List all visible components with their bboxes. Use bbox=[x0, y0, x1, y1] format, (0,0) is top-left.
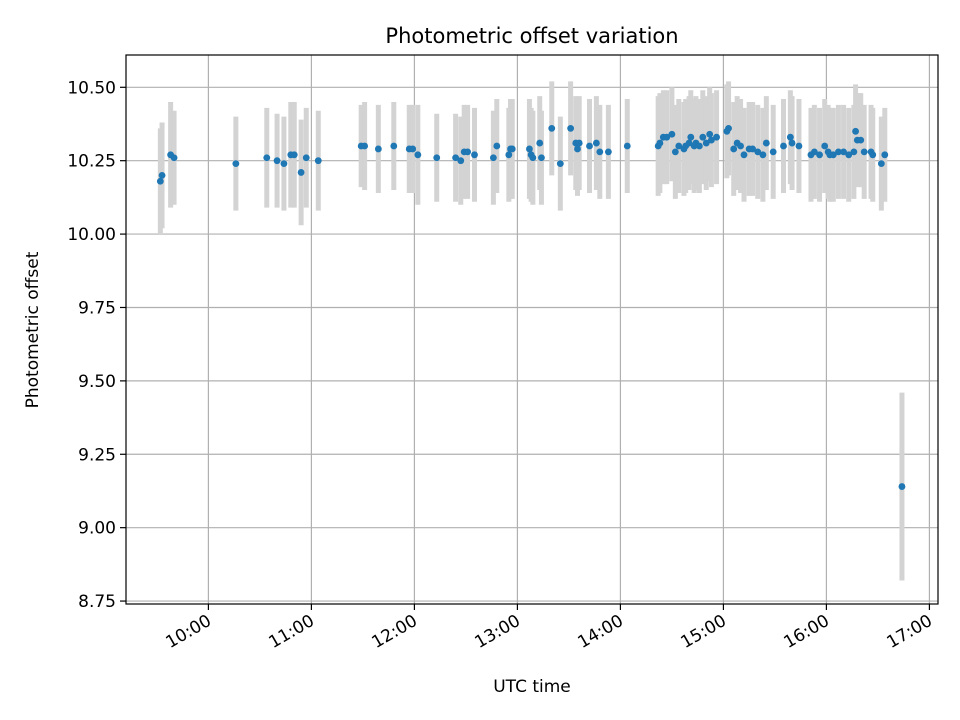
y-tick-label: 9.00 bbox=[78, 519, 116, 539]
data-point bbox=[297, 169, 305, 176]
y-tick-label: 9.25 bbox=[78, 445, 116, 465]
data-point bbox=[538, 154, 545, 162]
data-point bbox=[881, 151, 889, 159]
data-point bbox=[707, 136, 715, 144]
data-point bbox=[280, 160, 288, 168]
chart-title: Photometric offset variation bbox=[385, 24, 678, 48]
data-point bbox=[835, 148, 842, 156]
data-point bbox=[508, 145, 516, 153]
data-point bbox=[232, 160, 240, 168]
data-point bbox=[390, 142, 398, 150]
data-point bbox=[829, 151, 837, 159]
data-point bbox=[759, 151, 767, 159]
y-tick-label: 10.00 bbox=[67, 225, 116, 245]
data-point bbox=[730, 145, 738, 153]
data-point bbox=[656, 139, 664, 147]
data-point bbox=[290, 151, 298, 159]
data-point bbox=[314, 157, 322, 165]
data-point bbox=[685, 139, 693, 147]
data-point bbox=[860, 148, 868, 156]
data-point bbox=[567, 124, 575, 132]
data-point bbox=[464, 148, 472, 156]
data-point bbox=[556, 160, 564, 168]
data-point bbox=[702, 139, 710, 147]
data-point bbox=[898, 483, 906, 490]
data-point bbox=[845, 151, 853, 159]
data-point bbox=[273, 157, 281, 165]
data-point bbox=[586, 142, 593, 150]
data-point bbox=[526, 145, 533, 153]
y-tick-label: 9.50 bbox=[78, 372, 116, 392]
data-point bbox=[663, 133, 671, 141]
data-point bbox=[749, 145, 756, 153]
data-point bbox=[699, 133, 707, 141]
data-point bbox=[457, 157, 465, 165]
data-point bbox=[489, 154, 497, 162]
data-point bbox=[548, 124, 556, 132]
data-point bbox=[740, 151, 748, 159]
data-point bbox=[852, 127, 859, 135]
data-point bbox=[706, 130, 714, 138]
data-point bbox=[536, 139, 544, 147]
data-point bbox=[592, 139, 600, 147]
data-point bbox=[170, 154, 178, 162]
data-point bbox=[596, 148, 604, 156]
data-point bbox=[769, 148, 777, 156]
data-point bbox=[754, 148, 762, 156]
data-point bbox=[471, 151, 478, 159]
data-point bbox=[604, 148, 612, 156]
data-point bbox=[158, 171, 166, 179]
data-point bbox=[409, 145, 417, 153]
data-point bbox=[795, 142, 803, 150]
y-tick-label: 9.75 bbox=[78, 298, 116, 318]
data-point bbox=[850, 148, 858, 156]
data-point bbox=[810, 148, 818, 156]
data-points bbox=[156, 124, 906, 490]
data-point bbox=[361, 142, 369, 150]
data-point bbox=[687, 133, 695, 141]
data-point bbox=[725, 124, 732, 132]
data-point bbox=[668, 130, 676, 138]
data-point bbox=[869, 151, 877, 159]
data-point bbox=[840, 148, 847, 156]
data-point bbox=[575, 139, 583, 147]
y-tick-label: 10.25 bbox=[67, 152, 116, 172]
data-point bbox=[857, 136, 865, 144]
data-point bbox=[529, 154, 537, 162]
x-axis-label: UTC time bbox=[493, 677, 571, 697]
data-point bbox=[737, 142, 744, 150]
data-point bbox=[695, 142, 703, 150]
data-point bbox=[263, 154, 271, 162]
data-point bbox=[671, 148, 679, 156]
data-point bbox=[156, 177, 164, 185]
data-point bbox=[452, 154, 460, 162]
data-point bbox=[374, 145, 382, 153]
data-point bbox=[493, 142, 501, 150]
data-point bbox=[762, 139, 770, 147]
data-point bbox=[505, 151, 513, 159]
data-point bbox=[821, 142, 829, 150]
y-axis-label: Photometric offset bbox=[23, 251, 43, 408]
data-point bbox=[816, 151, 823, 159]
y-tick-label: 8.75 bbox=[78, 592, 116, 612]
data-point bbox=[574, 145, 581, 153]
data-point bbox=[623, 142, 631, 150]
data-point bbox=[414, 151, 422, 159]
plot-frame bbox=[125, 54, 939, 605]
y-axis: 8.75 9.00 9.25 9.50 9.75 10.00 10.25 10.50 bbox=[67, 78, 126, 612]
data-point bbox=[675, 142, 683, 150]
data-point bbox=[713, 133, 720, 141]
data-point bbox=[786, 133, 794, 141]
data-point bbox=[877, 160, 885, 168]
data-point bbox=[780, 142, 787, 150]
y-tick-label: 10.50 bbox=[67, 78, 116, 98]
data-point bbox=[788, 139, 796, 147]
data-point bbox=[433, 154, 441, 162]
data-point bbox=[302, 154, 310, 162]
